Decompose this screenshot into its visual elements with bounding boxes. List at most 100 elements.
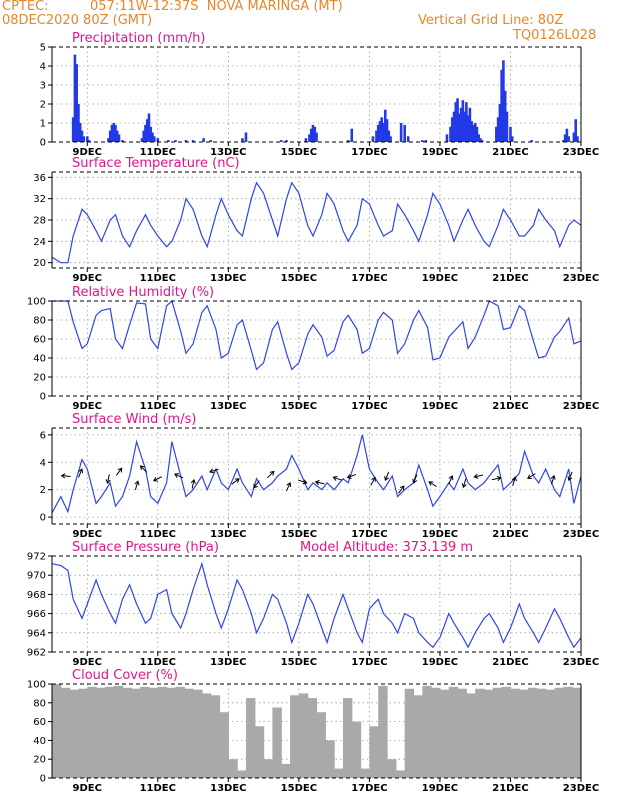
wind-arrow-shaft	[551, 475, 555, 485]
precip-bar	[114, 124, 117, 142]
precip-bar	[82, 136, 86, 142]
cloud-bar	[78, 688, 88, 778]
x-tick-label: 19DEC	[422, 657, 458, 668]
cloud-bar	[510, 688, 520, 778]
precip-bar	[387, 130, 391, 142]
cloud-bar	[334, 768, 344, 778]
precip-bar	[530, 140, 533, 142]
x-tick-label: 17DEC	[351, 657, 387, 668]
x-tick-label: 17DEC	[351, 273, 387, 284]
precip-bar	[475, 126, 479, 142]
wind-arrow-head	[346, 473, 352, 479]
x-tick-label: 17DEC	[351, 147, 387, 158]
cloud-bar	[96, 687, 106, 778]
precip-bar	[152, 136, 156, 142]
cloud-bar	[528, 687, 538, 778]
x-tick-label: 23DEC	[563, 273, 599, 284]
cloud-bar	[157, 686, 168, 778]
wind-arrow	[297, 479, 308, 485]
wind-arrow	[527, 473, 536, 479]
cloud-bar	[378, 685, 388, 778]
precip-bar	[77, 104, 80, 142]
cloud-bar	[237, 770, 247, 778]
wind-arrow	[428, 481, 437, 488]
x-tick-label: 15DEC	[281, 401, 317, 412]
wind-arrow	[253, 480, 260, 489]
precip-bar	[383, 109, 387, 142]
cloud-bar	[193, 689, 203, 778]
precip-bar	[421, 140, 424, 142]
cloud-bar	[175, 686, 185, 778]
x-tick-label: 23DEC	[563, 401, 599, 412]
wind-arrow-head	[412, 478, 418, 484]
wind-arrow-shaft	[384, 471, 390, 481]
x-tick-label: 11DEC	[140, 401, 176, 412]
precip-bar	[167, 140, 170, 142]
precip-bar	[279, 140, 283, 142]
precip-bar	[385, 119, 389, 142]
wind-series-line	[51, 434, 582, 514]
precip-bar	[563, 134, 567, 142]
precip-bar	[140, 138, 144, 142]
wind-arrow	[152, 476, 163, 482]
wind-arrow	[286, 482, 292, 492]
panel-pres: 962 964 966 968 970 972 9DEC 11DEC 13DEC 15DEC 17D…	[27, 540, 599, 668]
x-tick-label: 19DEC	[422, 273, 458, 284]
wind-arrow-head	[190, 478, 196, 484]
precip-bar	[142, 130, 145, 142]
cloud-bar	[263, 759, 274, 778]
cloud-bar	[545, 689, 556, 778]
cloud-bar	[466, 693, 476, 778]
cloud-bar	[87, 686, 97, 778]
panel-title-precip: Precipitation (mm/h)	[72, 31, 205, 46]
wind-arrow	[173, 473, 184, 479]
wind-arrow-shaft	[231, 478, 240, 485]
y-tick-label: 4	[40, 458, 46, 469]
cloud-bar	[448, 686, 459, 778]
wind-arrow	[134, 480, 140, 491]
x-tick-label: 9DEC	[73, 783, 102, 794]
precip-bar	[477, 134, 481, 142]
precip-bar	[350, 128, 354, 142]
wind-arrow-head	[314, 480, 320, 486]
precip-bar	[450, 117, 454, 142]
cloud-bar	[475, 688, 485, 778]
panel-temp: 20 24 28 32 36 9DEC 11DEC 13DEC 15DEC 17DEC 19DEC 2…	[33, 156, 599, 284]
precip-bar	[449, 126, 452, 142]
precip-bar	[151, 132, 154, 142]
precip-bar	[112, 123, 116, 142]
wind-arrow	[398, 485, 405, 494]
precip-bar	[73, 54, 77, 142]
wind-arrow	[139, 465, 148, 473]
x-tick-label: 23DEC	[563, 147, 599, 158]
y-tick-label: 972	[27, 552, 46, 563]
x-tick-label: 13DEC	[210, 783, 246, 794]
precip-bar	[403, 124, 406, 142]
wind-arrow-shaft	[491, 477, 501, 481]
precip-bar	[371, 136, 375, 142]
cloud-bar	[307, 698, 318, 778]
cloud-bar	[536, 688, 547, 778]
x-tick-label: 17DEC	[351, 783, 387, 794]
y-tick-label: 80	[33, 316, 46, 327]
precip-bar	[145, 119, 149, 142]
y-tick-label: 962	[27, 648, 46, 659]
x-tick-label: 21DEC	[492, 273, 528, 284]
wind-arrow-shaft	[428, 481, 437, 488]
panel-title-temp: Surface Temperature (nC)	[72, 156, 240, 171]
cloud-bar	[52, 684, 62, 778]
cloud-bar	[351, 721, 362, 778]
cloud-bar	[369, 726, 379, 778]
panel-title-wind: Surface Wind (m/s)	[72, 412, 196, 427]
x-tick-label: 21DEC	[492, 529, 528, 540]
wind-arrow	[346, 473, 357, 479]
precip-bar	[285, 140, 288, 142]
panel-cloud: 0 20 40 60 80 100 9DEC 11DEC 13DEC 15DEC 17DEC 19DE…	[27, 668, 599, 794]
y-tick-label: 80	[33, 698, 46, 709]
x-tick-label: 21DEC	[492, 147, 528, 158]
precip-bar	[149, 126, 153, 142]
wind-arrow-head	[117, 467, 123, 473]
cloud-bar	[360, 768, 370, 778]
precip-bar	[304, 138, 308, 142]
